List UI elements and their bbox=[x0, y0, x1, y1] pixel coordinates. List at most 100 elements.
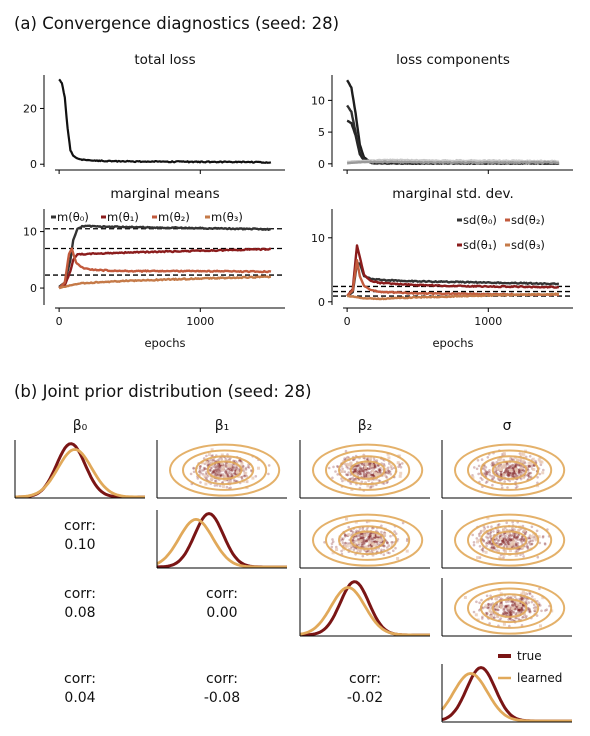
scatter-point bbox=[214, 466, 218, 469]
scatter-point bbox=[500, 542, 504, 545]
scatter-point bbox=[471, 533, 475, 537]
scatter-point bbox=[362, 542, 365, 545]
scatter-point bbox=[335, 545, 338, 549]
y-tick-label: 0 bbox=[30, 158, 37, 171]
density-curve bbox=[440, 672, 572, 723]
scatter-point bbox=[216, 467, 220, 470]
x-tick-label: 1000 bbox=[474, 315, 502, 328]
scatter-point bbox=[346, 473, 349, 477]
scatter-point bbox=[481, 478, 484, 481]
scatter-point bbox=[377, 464, 380, 468]
scatter-point bbox=[473, 466, 476, 469]
scatter-point bbox=[495, 461, 499, 464]
scatter-point bbox=[355, 464, 358, 468]
scatter-point bbox=[495, 615, 499, 619]
scatter-point bbox=[219, 473, 223, 477]
scatter-point bbox=[199, 465, 202, 468]
scatter-point bbox=[521, 537, 524, 541]
scatter-point bbox=[497, 529, 501, 533]
scatter-point bbox=[515, 536, 519, 540]
scatter-point bbox=[528, 608, 531, 612]
scatter-point bbox=[348, 477, 352, 481]
scatter-point bbox=[519, 477, 523, 481]
scatter-point bbox=[522, 539, 526, 543]
scatter-point bbox=[370, 536, 374, 540]
scatter-point bbox=[500, 606, 503, 610]
scatter-point bbox=[516, 541, 520, 545]
scatter-point bbox=[506, 540, 510, 544]
section-b-title: (b) Joint prior distribution (seed: 28) bbox=[14, 382, 312, 401]
series-line bbox=[346, 119, 560, 165]
scatter-point bbox=[481, 617, 484, 620]
scatter-point bbox=[529, 610, 532, 614]
scatter-point bbox=[482, 539, 486, 543]
scatter-point bbox=[377, 543, 380, 546]
scatter-point bbox=[503, 480, 507, 483]
scatter-point bbox=[528, 540, 531, 543]
scatter-point bbox=[510, 600, 513, 604]
scatter-point bbox=[330, 545, 334, 549]
scatter-point bbox=[516, 485, 519, 488]
scatter-point bbox=[531, 464, 535, 467]
scatter-point bbox=[345, 473, 348, 476]
legend-label: m(θ₂) bbox=[158, 210, 190, 224]
y-tick-label: 0 bbox=[30, 282, 37, 295]
scatter-point bbox=[509, 537, 512, 540]
scatter-point bbox=[506, 472, 510, 475]
scatter-point bbox=[502, 452, 506, 455]
scatter-point bbox=[357, 540, 361, 544]
scatter-point bbox=[211, 454, 214, 457]
scatter-point bbox=[357, 469, 361, 472]
scatter-point bbox=[372, 467, 376, 470]
scatter-point bbox=[363, 475, 366, 479]
scatter-point bbox=[482, 539, 486, 542]
scatter-point bbox=[507, 466, 511, 470]
scatter-point bbox=[230, 468, 234, 472]
scatter-point bbox=[387, 469, 390, 473]
scatter-point bbox=[347, 471, 351, 474]
scatter-point bbox=[373, 465, 376, 469]
legend-label: sd(θ₃) bbox=[511, 238, 545, 252]
scatter-point bbox=[511, 611, 515, 614]
scatter-point bbox=[361, 536, 364, 539]
series-line bbox=[58, 275, 271, 290]
scatter-point bbox=[344, 541, 347, 545]
scatter-point bbox=[224, 471, 228, 474]
scatter-point bbox=[510, 533, 514, 537]
scatter-point bbox=[539, 463, 543, 467]
scatter-point bbox=[502, 473, 506, 477]
density-curve bbox=[299, 586, 430, 637]
scatter-point bbox=[530, 542, 533, 546]
scatter-point bbox=[368, 532, 372, 536]
scatter-point bbox=[503, 610, 507, 613]
scatter-point bbox=[350, 529, 353, 533]
series-line bbox=[346, 160, 560, 165]
scatter-point bbox=[242, 465, 245, 468]
scatter-point bbox=[496, 523, 500, 527]
density-contour bbox=[325, 519, 411, 561]
scatter-point bbox=[491, 461, 494, 465]
scatter-point bbox=[362, 472, 366, 475]
scatter-point bbox=[523, 529, 526, 533]
scatter-point bbox=[519, 470, 522, 474]
scatter-point bbox=[245, 474, 248, 478]
scatter-point bbox=[479, 476, 483, 480]
scatter-point bbox=[494, 608, 498, 612]
y-tick-label: 0 bbox=[318, 296, 325, 309]
scatter-point bbox=[518, 597, 521, 601]
scatter-point bbox=[357, 544, 360, 547]
series-line bbox=[58, 224, 272, 288]
scatter-point bbox=[233, 472, 237, 476]
scatter-point bbox=[361, 536, 365, 540]
y-tick-label: 20 bbox=[23, 102, 37, 115]
scatter-point bbox=[353, 469, 356, 473]
scatter-point bbox=[220, 461, 224, 465]
scatter-point bbox=[359, 539, 363, 543]
scatter-point bbox=[215, 472, 218, 476]
scatter-point bbox=[504, 469, 508, 473]
scatter-point bbox=[341, 541, 345, 545]
scatter-point bbox=[508, 479, 512, 483]
scatter-point bbox=[232, 464, 235, 467]
density-contour bbox=[182, 449, 268, 491]
scatter-point bbox=[480, 598, 483, 602]
